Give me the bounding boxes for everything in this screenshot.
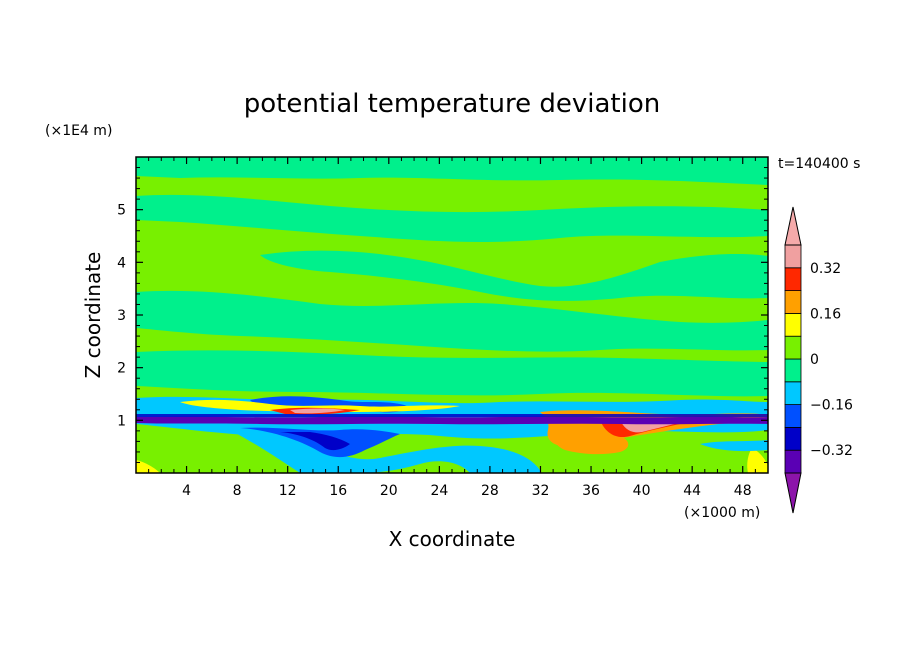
contour-band	[553, 429, 629, 455]
colorbar-segment	[784, 267, 802, 291]
x-tick-label: 24	[430, 483, 448, 499]
colorbar-label: −0.16	[810, 398, 853, 414]
y-axis-ticks: 1 2 3 4 5	[117, 167, 768, 463]
x-tick-label: 16	[329, 483, 347, 499]
x-tick-label: 36	[582, 483, 600, 499]
y-tick-label: 1	[117, 413, 126, 429]
colorbar: 0.32 0.16 0 −0.16 −0.32	[784, 206, 853, 514]
colorbar-segment	[784, 290, 802, 314]
colorbar-under-arrow	[784, 472, 802, 514]
x-tick-label: 28	[481, 483, 499, 499]
colorbar-segment	[784, 449, 802, 474]
y-unit-label: (×1E4 m)	[45, 123, 112, 139]
contour-band	[136, 194, 768, 242]
x-tick-label: 4	[182, 483, 191, 499]
x-axis-label: X coordinate	[389, 527, 516, 551]
contour-band	[290, 408, 345, 414]
y-tick-label: 4	[117, 255, 126, 271]
colorbar-label: 0	[810, 352, 819, 368]
x-tick-label: 8	[233, 483, 242, 499]
y-tick-label: 5	[117, 203, 126, 219]
contour-band	[136, 290, 768, 352]
contour-band	[700, 440, 768, 452]
x-tick-label: 48	[734, 483, 752, 499]
contour-band	[260, 250, 768, 301]
colorbar-segment	[784, 358, 802, 383]
contour-band	[136, 460, 160, 473]
colorbar-segment	[784, 312, 802, 337]
x-tick-label: 44	[683, 483, 701, 499]
colorbar-over-arrow	[784, 206, 802, 246]
y-tick-label: 2	[117, 361, 126, 377]
colorbar-label: 0.32	[810, 261, 841, 277]
chart-title: potential temperature deviation	[244, 89, 660, 119]
x-axis-ticks: 4 8 12 16 20 24 28 32 36 40 44 48	[148, 157, 756, 499]
contour-band	[180, 399, 460, 412]
contour-band	[136, 414, 768, 417]
inversion-layer	[136, 416, 768, 425]
time-label: t=140400 s	[778, 156, 860, 172]
contour-band	[280, 432, 350, 451]
contour-band	[136, 157, 768, 185]
colorbar-segment	[784, 335, 802, 360]
x-tick-label: 20	[380, 483, 398, 499]
x-tick-label: 32	[532, 483, 550, 499]
contour-field	[136, 157, 768, 473]
x-tick-label: 12	[279, 483, 297, 499]
colorbar-segment	[784, 244, 802, 269]
contour-band	[230, 429, 540, 473]
colorbar-label: 0.16	[810, 306, 841, 322]
y-tick-label: 3	[117, 308, 126, 324]
colorbar-segment	[784, 404, 802, 428]
colorbar-segment	[784, 426, 802, 451]
contour-band	[747, 448, 768, 473]
y-axis-label: Z coordinate	[81, 252, 105, 379]
x-unit-label: (×1000 m)	[684, 505, 760, 521]
colorbar-segment	[784, 381, 802, 405]
x-tick-label: 40	[633, 483, 651, 499]
contour-band	[136, 350, 768, 397]
colorbar-label: −0.32	[810, 443, 853, 459]
